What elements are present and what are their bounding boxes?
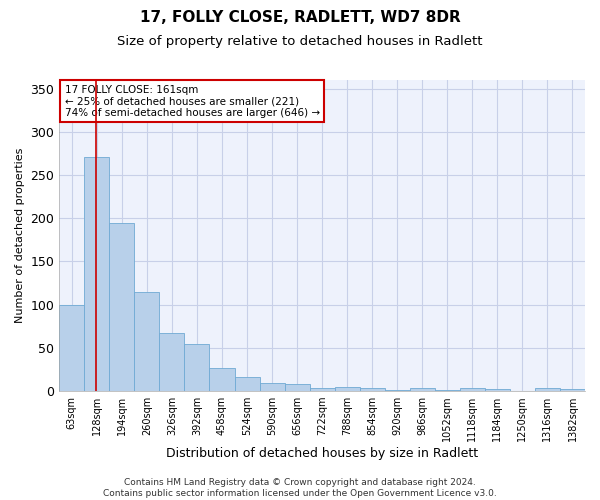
Bar [410, 388, 435, 391]
Bar [85, 157, 109, 391]
Text: Size of property relative to detached houses in Radlett: Size of property relative to detached ho… [117, 35, 483, 48]
Bar [460, 388, 485, 391]
Bar [209, 368, 235, 391]
Text: 17, FOLLY CLOSE, RADLETT, WD7 8DR: 17, FOLLY CLOSE, RADLETT, WD7 8DR [140, 10, 460, 25]
Bar [134, 292, 160, 391]
Bar [160, 333, 184, 391]
X-axis label: Distribution of detached houses by size in Radlett: Distribution of detached houses by size … [166, 447, 478, 460]
Y-axis label: Number of detached properties: Number of detached properties [15, 148, 25, 323]
Bar [310, 388, 335, 391]
Text: 17 FOLLY CLOSE: 161sqm
← 25% of detached houses are smaller (221)
74% of semi-de: 17 FOLLY CLOSE: 161sqm ← 25% of detached… [65, 84, 320, 118]
Bar [359, 388, 385, 391]
Bar [435, 390, 460, 391]
Bar [385, 390, 410, 391]
Bar [109, 222, 134, 391]
Bar [535, 388, 560, 391]
Bar [184, 344, 209, 391]
Bar [284, 384, 310, 391]
Text: Contains HM Land Registry data © Crown copyright and database right 2024.
Contai: Contains HM Land Registry data © Crown c… [103, 478, 497, 498]
Bar [260, 384, 284, 391]
Bar [560, 390, 585, 391]
Bar [59, 304, 85, 391]
Bar [235, 378, 260, 391]
Bar [335, 387, 359, 391]
Bar [485, 390, 510, 391]
